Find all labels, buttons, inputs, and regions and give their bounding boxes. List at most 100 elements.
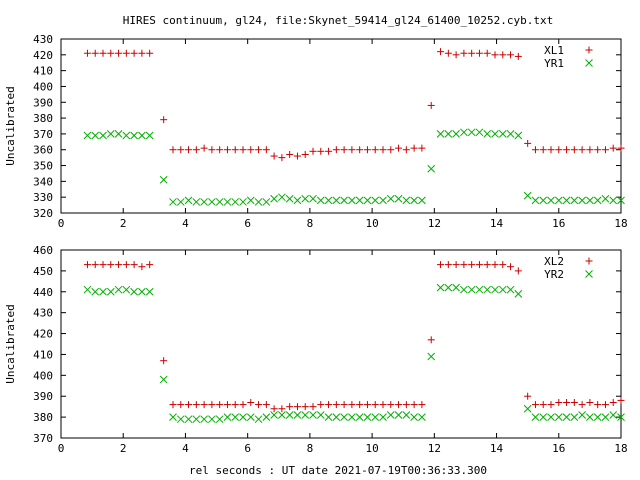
top-yr1-point-d2 [444,130,453,138]
top-yr1-point-d2 [270,194,278,203]
top-x-tick-label: 0 [58,217,65,230]
top-yr1-point-d2 [523,191,532,200]
top-yr1-point [586,196,594,205]
bottom-yr2-point-d2 [593,413,602,421]
bottom-xl2-point [130,261,138,269]
bottom-xl2-point [460,261,468,269]
top-y-tick-label: 420 [33,49,53,62]
bottom-xl2-point [200,401,208,409]
top-xl1-point [363,146,371,154]
bottom-yr2-point [586,413,594,421]
top-yr1-point [523,191,532,200]
bottom-xl2-point [539,401,547,409]
top-yr1-point [609,196,618,205]
top-yr1-point [239,198,247,206]
top-xl1-point [122,49,130,57]
bottom-xl2-point [309,403,317,411]
bottom-yr2-point [246,413,255,421]
bottom-legend-label-xl2: XL2 [544,255,564,268]
top-yr1-point-d2 [355,196,364,205]
top-legend-marker-yr1-d2 [585,59,593,67]
top-xl1-point [539,146,547,154]
bottom-yr2-point [379,413,387,421]
bottom-yr2-point-d2 [114,285,123,294]
top-yr1-point-d2 [379,196,387,205]
bottom-xl2-point [563,398,571,406]
top-y-tick-label: 400 [33,80,53,93]
top-xl1-point [418,144,426,152]
top-yr1-point [138,131,146,140]
bottom-xl2-point [444,261,452,269]
bottom-yr2-point [145,287,154,296]
bottom-yr2-point [475,285,484,294]
top-xl1-point [348,146,356,154]
bottom-xl2-point [483,261,491,269]
bottom-legend-marker-xl2 [585,257,593,265]
bottom-yr2-point-d2 [130,287,138,296]
top-yr1-point [539,196,548,205]
top-yr1-point [99,131,107,140]
top-yr1-point [570,196,579,205]
bottom-yr2-point-d2 [371,413,380,421]
top-xl1-point [594,146,602,154]
bottom-yr2-point-d2 [99,287,107,296]
bottom-xl2-point [499,261,507,269]
top-xl1-point [309,147,317,155]
bottom-xl2-point [169,401,177,409]
top-yr1-point-d2 [231,198,240,206]
top-xl1-point [507,51,515,59]
top-xl1-point [317,147,325,155]
bottom-xl2-point [410,401,418,409]
top-yr1-point [285,194,294,203]
bottom-legend-marker-yr2 [585,270,593,278]
top-yr1-point-d2 [91,131,100,140]
bottom-xl2-point [437,261,445,269]
top-yr1-point [617,196,625,205]
bottom-xl2-point [578,401,586,409]
top-yr1-point [371,196,380,205]
bottom-yr2-point-d2 [491,285,499,294]
top-xl1-point [617,144,625,152]
bottom-xl2-point [223,401,231,409]
top-x-tick-label: 18 [614,217,627,230]
top-x-tick-label: 16 [552,217,565,230]
bottom-yr2-point [239,413,247,421]
top-xl1-point [379,146,387,154]
bottom-yr2-point [316,411,325,419]
top-xl1-point [555,146,563,154]
top-yr1-point-d2 [586,196,594,205]
bottom-xl2-point [239,401,247,409]
bottom-yr2-point [309,411,317,419]
top-yr1-point-d2 [386,194,395,203]
top-yr1-point [231,198,240,206]
top-yr1-point-d2 [475,128,484,137]
top-xl1-point [356,146,364,154]
bottom-yr2-point-d2 [231,413,240,421]
top-yr1-point [386,194,395,203]
bottom-xl2-point [356,401,364,409]
top-xl1-point [293,152,301,160]
top-xl1-point [278,154,286,162]
top-yr1-point [192,198,201,206]
bottom-yr2-point [106,287,115,296]
top-xl1-point [332,146,340,154]
top-yr1-point-d2 [498,130,507,138]
top-yr1-point-d2 [467,128,476,137]
bottom-xl2-point [247,398,255,406]
x-axis-label: rel seconds : UT date 2021-07-19T00:36:3… [189,464,487,477]
bottom-yr2-point [452,283,460,292]
top-yr1-point [444,130,453,138]
bottom-yr2-point [130,287,138,296]
bottom-y-tick-label: 370 [33,432,53,445]
top-yr1-point-d2 [562,196,571,205]
bottom-xl2-point [107,261,115,269]
top-xl1-point [586,146,594,154]
bottom-yr2-point-d2 [184,415,193,424]
top-x-tick-label: 14 [490,217,504,230]
bottom-y-tick-label: 410 [33,348,53,361]
top-yr1-point [169,198,177,206]
top-plot-frame [60,38,622,214]
top-yr1-point [340,196,348,205]
top-yr1-point [467,128,476,137]
bottom-yr2-point-d2 [379,413,387,421]
